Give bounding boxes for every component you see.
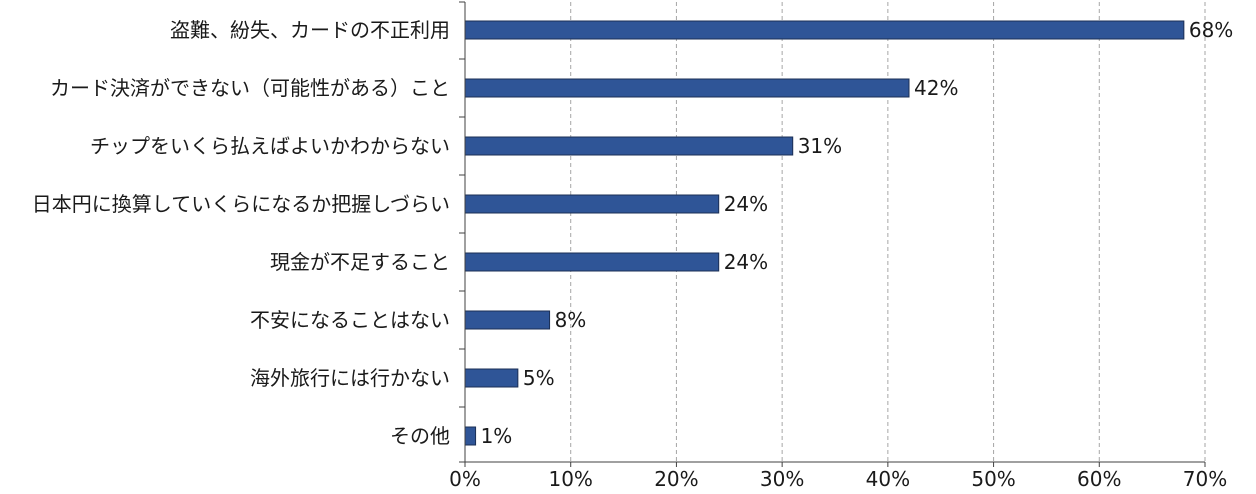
value-label-6: 5%	[523, 366, 555, 390]
x-tick-label-0: 0%	[449, 467, 481, 491]
category-label-2: チップをいくら払えばよいかわからない	[90, 134, 450, 158]
bar-6	[464, 368, 519, 388]
bar-0	[464, 20, 1185, 40]
axes	[459, 1, 1206, 467]
bar-5	[464, 310, 551, 330]
category-label-6: 海外旅行には行かない	[250, 366, 450, 390]
category-labels: 盗難、紛失、カードの不正利用カード決済ができない（可能性がある）ことチップをいく…	[32, 18, 450, 448]
value-labels: 68% 42% 31% 24% 24% 8% 5% 1%	[481, 18, 1234, 448]
bar-1	[464, 78, 910, 98]
value-label-1: 42%	[914, 76, 958, 100]
value-label-0: 68%	[1189, 18, 1233, 42]
gridlines	[570, 2, 1206, 462]
value-label-4: 24%	[724, 250, 768, 274]
category-label-5: 不安になることはない	[250, 308, 450, 332]
bar-4	[464, 252, 720, 272]
x-tick-labels: 0% 10% 20% 30% 40% 50% 60% 70%	[449, 467, 1227, 491]
x-tick-label-50: 50%	[971, 467, 1015, 491]
x-tick-label-40: 40%	[866, 467, 910, 491]
bar-2	[464, 136, 794, 156]
category-label-1: カード決済ができない（可能性がある）こと	[50, 76, 450, 100]
x-tick-label-10: 10%	[548, 467, 592, 491]
bars	[464, 20, 1185, 446]
category-label-0: 盗難、紛失、カードの不正利用	[170, 18, 450, 42]
category-label-7: その他	[390, 424, 450, 448]
x-tick-label-30: 30%	[760, 467, 804, 491]
x-tick-label-60: 60%	[1077, 467, 1121, 491]
value-label-5: 8%	[555, 308, 587, 332]
value-label-2: 31%	[798, 134, 842, 158]
x-tick-label-70: 70%	[1183, 467, 1227, 491]
x-tick-label-20: 20%	[654, 467, 698, 491]
bar-3	[464, 194, 720, 214]
value-label-3: 24%	[724, 192, 768, 216]
category-label-3: 日本円に換算していくらになるか把握しづらい	[32, 192, 450, 216]
value-label-7: 1%	[481, 424, 513, 448]
bar-7	[464, 426, 477, 446]
category-label-4: 現金が不足すること	[270, 250, 450, 274]
